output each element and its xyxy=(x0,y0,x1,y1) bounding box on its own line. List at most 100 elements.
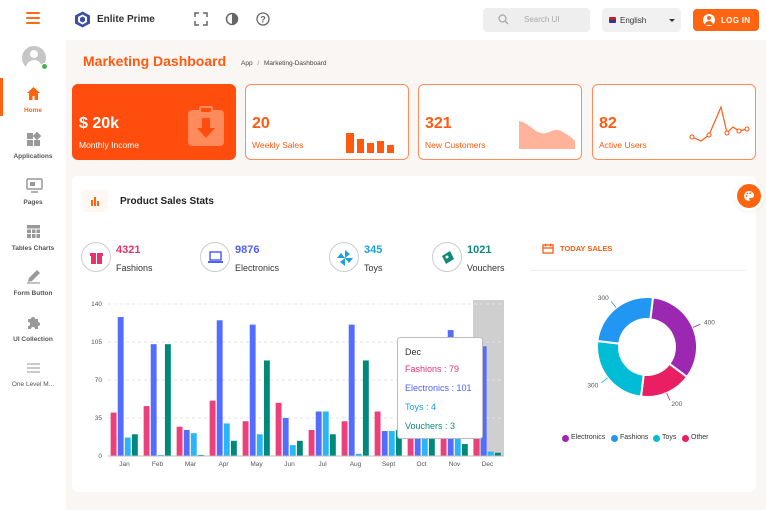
stat-value: 321 xyxy=(425,115,452,132)
bar-toys-jun xyxy=(289,445,296,456)
x-tick-label: Mar xyxy=(185,461,197,468)
sidebar-item-label: Tables Charts xyxy=(11,245,55,252)
tooltip-label: Toys xyxy=(405,402,424,412)
panel-title: Product Sales Stats xyxy=(120,196,214,207)
bar-toys-aug xyxy=(355,453,362,456)
bar-electronics-jul xyxy=(315,411,322,456)
sidebar-item-one-level-menu[interactable]: One Level M... xyxy=(0,354,66,396)
sidebar-item-form-button[interactable]: Form Button xyxy=(0,263,66,305)
tooltip-value: 101 xyxy=(456,383,472,393)
bar-electronics-aug xyxy=(348,324,355,456)
bar-electronics-feb xyxy=(150,344,157,456)
pinwheel-icon xyxy=(329,242,359,272)
x-tick-label: Jun xyxy=(284,461,295,468)
stats-icon xyxy=(82,190,108,212)
login-button[interactable]: LOG IN xyxy=(693,9,759,31)
tooltip-label: Fashions xyxy=(405,364,442,374)
bar-chart-icon xyxy=(346,133,394,153)
laptop-icon xyxy=(200,242,230,272)
bar-fashions-aug xyxy=(341,421,348,456)
breadcrumb-current: Marketing-Dashboard xyxy=(264,60,327,67)
tooltip-value: 3 xyxy=(450,421,456,431)
home-icon xyxy=(27,87,40,100)
bar-electronics-dec xyxy=(480,346,487,456)
palette-icon xyxy=(744,191,754,201)
bar-toys-feb xyxy=(157,454,164,456)
sidebar-item-label: Form Button xyxy=(13,290,53,297)
bar-fashions-may xyxy=(242,421,249,456)
slice-leader xyxy=(610,301,617,308)
language-select[interactable]: English xyxy=(602,8,681,32)
search-box[interactable]: Search UI xyxy=(483,8,590,32)
bar-vouchers-feb xyxy=(164,344,171,456)
stat-label: New Customers xyxy=(425,140,486,150)
bar-vouchers-aug xyxy=(362,360,369,456)
stat-value: $ 20k xyxy=(79,115,120,132)
sidebar-item-applications[interactable]: Applications xyxy=(0,126,66,168)
hamburger-menu-icon[interactable] xyxy=(26,12,40,24)
sidebar-item-tables-charts[interactable]: Tables Charts xyxy=(0,218,66,260)
flag-icon xyxy=(609,17,616,23)
legend-label: Toys xyxy=(662,434,677,441)
y-tick-label: 105 xyxy=(91,339,102,346)
sidebar-item-pages[interactable]: Pages xyxy=(0,172,66,214)
bar-fashions-nov xyxy=(440,432,447,456)
summary-toys: 345 Toys xyxy=(329,242,429,276)
x-tick-label: Dec xyxy=(482,461,494,468)
stat-value: 82 xyxy=(599,115,617,132)
brand-logo-icon xyxy=(75,11,90,28)
summary-vouchers: 1021 Vouchers xyxy=(432,242,532,276)
active-indicator xyxy=(0,78,3,116)
bar-toys-jul xyxy=(322,411,329,456)
help-icon[interactable]: ? xyxy=(256,12,270,26)
breadcrumb-root[interactable]: App xyxy=(241,60,253,67)
today-sales-donut-chart[interactable]: 400 200 300 300 xyxy=(560,285,730,415)
fullscreen-icon[interactable] xyxy=(194,12,208,26)
y-tick-label: 0 xyxy=(98,453,102,460)
legend-label: Fashions xyxy=(620,434,649,441)
bar-toys-oct xyxy=(421,432,428,456)
slice-label: 400 xyxy=(704,320,715,327)
bar-fashions-oct xyxy=(407,423,414,456)
bar-fashions-mar xyxy=(176,426,183,456)
x-tick-label: Nov xyxy=(449,461,461,468)
summary-label: Toys xyxy=(364,263,383,273)
tooltip-row-electronics: Electronics : 101 xyxy=(405,383,472,393)
bar-toys-apr xyxy=(223,423,230,456)
bar-toys-may xyxy=(256,434,263,456)
slice-label: 300 xyxy=(587,382,598,389)
bar-vouchers-jun xyxy=(296,440,303,456)
chart-tooltip: Dec Fashions : 79 Electronics : 101 Toys… xyxy=(397,337,483,439)
stat-card-weekly-sales: 20 Weekly Sales xyxy=(245,84,409,160)
tooltip-value: 4 xyxy=(431,402,437,412)
login-label: LOG IN xyxy=(721,16,751,25)
tooltip-row-vouchers: Vouchers : 3 xyxy=(405,421,456,431)
x-tick-label: Aug xyxy=(350,461,362,468)
ticket-icon xyxy=(432,242,462,272)
search-icon xyxy=(498,14,509,25)
slice-label: 300 xyxy=(598,295,609,302)
x-tick-label: Jul xyxy=(318,461,327,468)
pen-icon xyxy=(27,270,40,284)
legend-swatch xyxy=(653,435,660,442)
pages-icon xyxy=(26,178,43,193)
slice-leader xyxy=(692,323,701,328)
stat-label: Weekly Sales xyxy=(252,140,304,150)
y-tick-label: 140 xyxy=(91,301,102,308)
x-tick-label: Feb xyxy=(152,461,164,468)
sidebar-item-home[interactable]: Home xyxy=(0,80,66,122)
legend-swatch xyxy=(562,435,569,442)
svg-text:?: ? xyxy=(260,15,266,25)
tooltip-value: 79 xyxy=(449,364,460,374)
bar-vouchers-jan xyxy=(131,434,138,456)
theme-toggle-icon[interactable] xyxy=(225,12,239,26)
bar-vouchers-mar xyxy=(197,454,204,456)
theme-palette-button[interactable] xyxy=(737,184,761,208)
bar-toys-nov xyxy=(454,427,461,456)
sidebar-item-ui-collection[interactable]: UI Collection xyxy=(0,309,66,351)
y-tick-label: 70 xyxy=(95,377,103,384)
summary-value: 345 xyxy=(364,244,383,256)
tooltip-row-toys: Toys : 4 xyxy=(405,402,437,412)
x-tick-label: Sept xyxy=(382,461,396,468)
summary-value: 1021 xyxy=(467,244,492,256)
